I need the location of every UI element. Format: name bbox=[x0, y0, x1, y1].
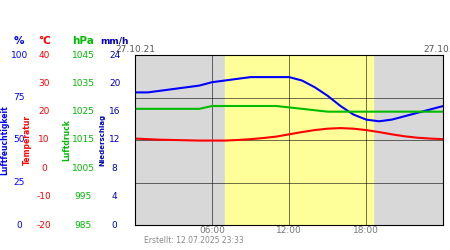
Text: -20: -20 bbox=[37, 220, 51, 230]
Text: %: % bbox=[14, 36, 25, 46]
Text: 10: 10 bbox=[38, 136, 50, 144]
Text: 50: 50 bbox=[14, 136, 25, 144]
Text: 995: 995 bbox=[75, 192, 92, 201]
Text: 0: 0 bbox=[41, 164, 47, 173]
Text: 1015: 1015 bbox=[72, 136, 95, 144]
Text: 75: 75 bbox=[14, 93, 25, 102]
Text: °C: °C bbox=[38, 36, 50, 46]
Text: 40: 40 bbox=[38, 50, 50, 59]
Text: 1005: 1005 bbox=[72, 164, 95, 173]
Text: 20: 20 bbox=[38, 107, 50, 116]
Text: 100: 100 bbox=[11, 50, 28, 59]
Text: -10: -10 bbox=[37, 192, 51, 201]
Text: 4: 4 bbox=[112, 192, 117, 201]
Text: 20: 20 bbox=[109, 79, 121, 88]
Text: 1045: 1045 bbox=[72, 50, 94, 59]
Text: 8: 8 bbox=[112, 164, 117, 173]
Text: 12: 12 bbox=[109, 136, 121, 144]
Text: mm/h: mm/h bbox=[100, 37, 129, 46]
Text: Luftdruck: Luftdruck bbox=[62, 119, 71, 161]
Text: 0: 0 bbox=[17, 220, 22, 230]
Text: 1025: 1025 bbox=[72, 107, 94, 116]
Text: Niederschlag: Niederschlag bbox=[99, 114, 106, 166]
Text: Temperatur: Temperatur bbox=[22, 115, 32, 165]
Text: hPa: hPa bbox=[72, 36, 94, 46]
Text: Erstellt: 12.07.2025 23:33: Erstellt: 12.07.2025 23:33 bbox=[144, 236, 244, 245]
Bar bbox=[225, 55, 373, 225]
Text: 30: 30 bbox=[38, 79, 50, 88]
Text: 25: 25 bbox=[14, 178, 25, 187]
Text: 985: 985 bbox=[75, 220, 92, 230]
Text: Luftfeuchtigkeit: Luftfeuchtigkeit bbox=[0, 105, 9, 175]
Text: 1035: 1035 bbox=[72, 79, 95, 88]
Text: 0: 0 bbox=[112, 220, 117, 230]
Text: 16: 16 bbox=[109, 107, 121, 116]
Text: 24: 24 bbox=[109, 50, 121, 59]
